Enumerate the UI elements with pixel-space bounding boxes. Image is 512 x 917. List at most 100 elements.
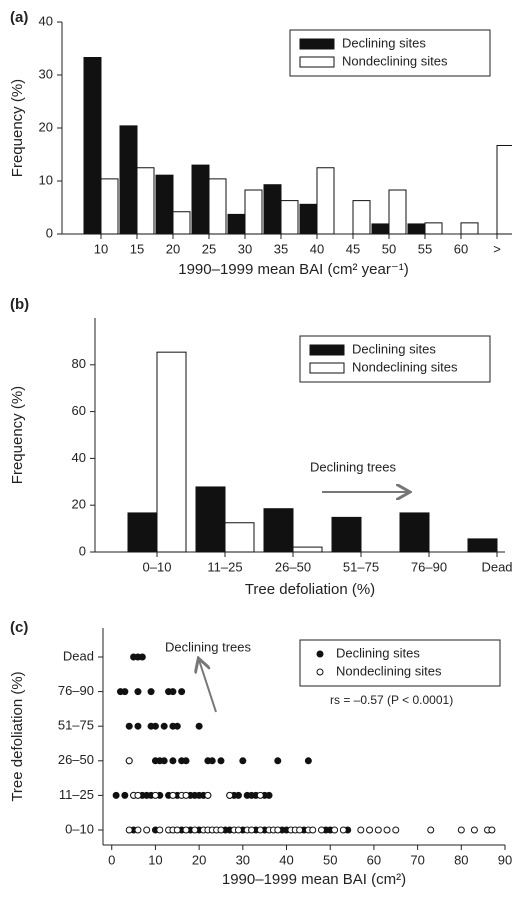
bar — [119, 125, 138, 235]
bar — [371, 223, 390, 235]
bar — [227, 213, 246, 235]
x-tick-label: 51–75 — [343, 559, 379, 574]
bar — [155, 174, 174, 235]
legend-swatch — [309, 344, 345, 356]
x-tick-label: 30 — [238, 241, 252, 256]
point — [265, 791, 273, 799]
point — [296, 826, 304, 834]
y-tick-label: 0 — [46, 225, 53, 240]
annotation: Declining trees — [165, 639, 251, 654]
bar — [407, 223, 426, 235]
point — [160, 757, 168, 765]
y-axis-label: Tree defoliation (%) — [9, 671, 26, 801]
bar — [191, 164, 210, 235]
legend-label: Declining sites — [336, 645, 420, 660]
point — [208, 757, 216, 765]
point — [173, 826, 181, 834]
y-axis-label: Frequency (%) — [9, 386, 26, 484]
annotation: rs = –0.57 (P < 0.0001) — [330, 693, 453, 707]
point — [160, 722, 168, 730]
point — [309, 826, 317, 834]
x-tick-label: 40 — [279, 852, 293, 867]
x-tick-label: 70 — [410, 852, 424, 867]
x-axis-label: 1990–1999 mean BAI (cm²) — [222, 871, 406, 888]
bar — [263, 508, 294, 553]
point — [256, 791, 264, 799]
bar — [299, 203, 318, 235]
bar — [292, 546, 323, 553]
x-tick-label: 35 — [274, 241, 288, 256]
bar — [224, 522, 255, 553]
point — [239, 757, 247, 765]
x-axis-label: 1990–1999 mean BAI (cm² year⁻¹) — [178, 261, 409, 278]
bar — [208, 178, 227, 235]
point — [134, 688, 142, 696]
x-tick-label: 15 — [130, 241, 144, 256]
y-tick-label: 60 — [72, 403, 86, 418]
point — [156, 826, 164, 834]
bar — [172, 211, 191, 235]
point — [204, 791, 212, 799]
y-tick-label: 40 — [72, 450, 86, 465]
point — [125, 757, 133, 765]
annotation: Declining trees — [310, 459, 396, 474]
point — [427, 826, 435, 834]
panel-label: (b) — [10, 296, 29, 313]
point — [182, 791, 190, 799]
y-tick-label: 51–75 — [58, 718, 94, 733]
point — [151, 791, 159, 799]
point — [274, 757, 282, 765]
bar — [352, 200, 371, 235]
point — [234, 791, 242, 799]
bar — [83, 57, 102, 235]
bar — [195, 486, 226, 553]
point — [182, 826, 190, 834]
point — [178, 688, 186, 696]
bar — [467, 538, 498, 553]
point — [191, 826, 199, 834]
point — [304, 757, 312, 765]
point — [392, 826, 400, 834]
y-tick-label: 80 — [72, 356, 86, 371]
point — [121, 688, 129, 696]
bar — [280, 200, 299, 235]
legend-label: Declining sites — [342, 35, 426, 50]
point — [125, 722, 133, 730]
bar — [156, 351, 187, 553]
y-tick-label: 0 — [79, 543, 86, 558]
y-tick-label: 30 — [39, 66, 53, 81]
x-tick-label: 55 — [418, 241, 432, 256]
point — [134, 791, 142, 799]
legend-swatch — [316, 650, 324, 658]
point — [226, 791, 234, 799]
bar — [316, 167, 335, 235]
point — [339, 826, 347, 834]
x-tick-label: Dead — [481, 559, 512, 574]
x-tick-label: 10 — [94, 241, 108, 256]
annotation-arrow — [199, 660, 217, 713]
x-tick-label: 60 — [454, 241, 468, 256]
y-tick-label: 20 — [72, 497, 86, 512]
point — [147, 688, 155, 696]
y-tick-label: 26–50 — [58, 752, 94, 767]
point — [134, 826, 142, 834]
point — [217, 826, 225, 834]
legend-label: Nondeclining sites — [352, 359, 458, 374]
point — [151, 722, 159, 730]
bar — [496, 144, 512, 235]
legend-label: Declining sites — [352, 341, 436, 356]
x-tick-label: 0–10 — [143, 559, 172, 574]
x-tick-label: 80 — [454, 852, 468, 867]
point — [195, 722, 203, 730]
y-tick-label: 76–90 — [58, 683, 94, 698]
point — [331, 826, 339, 834]
point — [169, 688, 177, 696]
point — [121, 791, 129, 799]
bar — [100, 178, 119, 235]
legend-label: Nondeclining sites — [336, 663, 442, 678]
point — [374, 826, 382, 834]
x-tick-label: 30 — [236, 852, 250, 867]
legend-swatch — [316, 668, 324, 676]
bar — [244, 189, 263, 235]
panel-label: (c) — [10, 619, 28, 636]
